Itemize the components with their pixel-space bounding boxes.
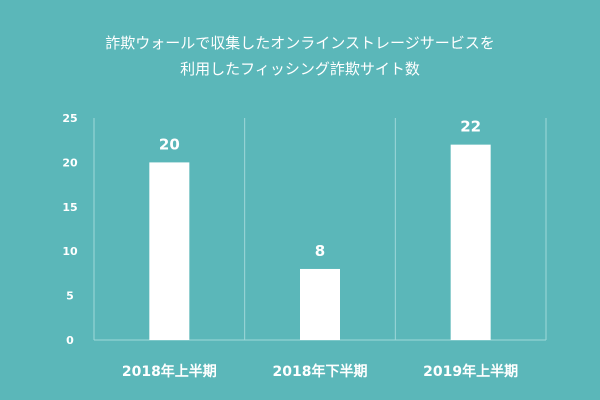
x-category-label: 2019年上半期	[423, 363, 518, 380]
bar	[300, 268, 340, 340]
x-category-label: 2018年上半期	[122, 363, 217, 380]
y-tick-label: 20	[62, 156, 78, 169]
y-tick-label: 0	[66, 334, 74, 347]
data-label: 8	[315, 242, 325, 260]
y-tick-label: 5	[66, 290, 74, 303]
bars-layer	[149, 144, 491, 340]
chart-title-line-2: 利用したフィッシング詐欺サイト数	[180, 60, 420, 78]
data-label: 20	[159, 135, 180, 153]
x-category-label: 2018年下半期	[273, 363, 368, 380]
chart-title: 詐欺ウォールで収集したオンラインストレージサービスを 利用したフィッシング詐欺サ…	[0, 30, 600, 82]
bar	[450, 144, 491, 340]
y-tick-label: 10	[62, 245, 78, 258]
chart-title-line-1: 詐欺ウォールで収集したオンラインストレージサービスを	[105, 34, 495, 52]
data-label: 22	[460, 118, 481, 136]
labels-layer: 0 5 10 15 20 25 20 2018年上半期 8 2018年下半期 22 2019年上半期	[62, 112, 518, 380]
y-tick-label: 15	[62, 201, 77, 214]
bar	[149, 162, 190, 340]
y-tick-label: 25	[62, 112, 77, 125]
